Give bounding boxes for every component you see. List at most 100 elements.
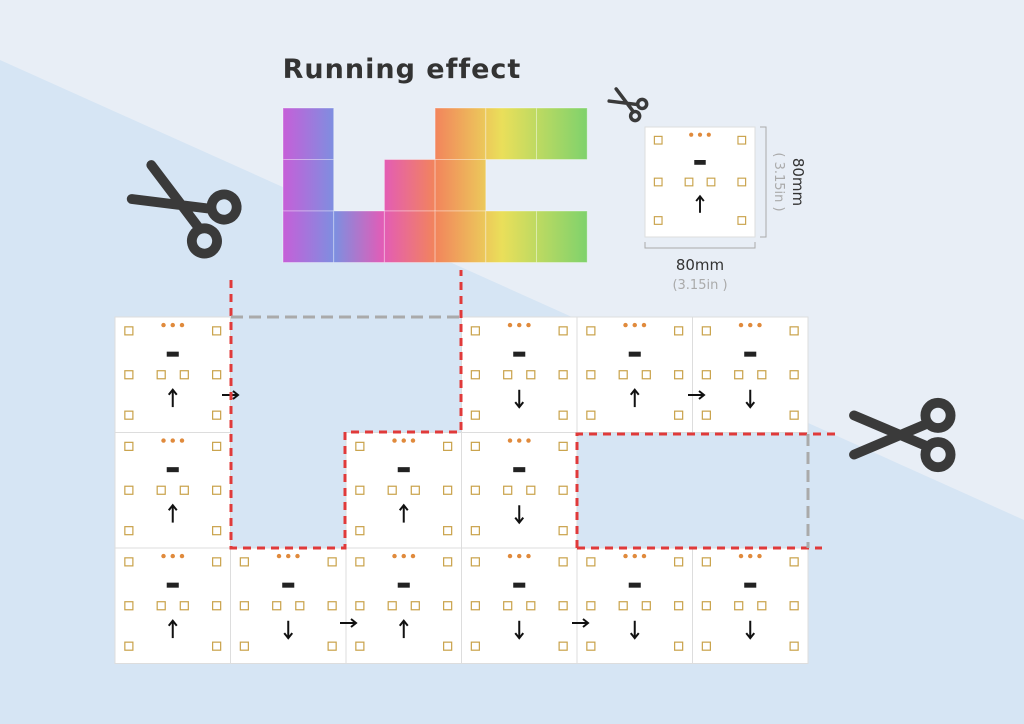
tile xyxy=(114,432,231,549)
chip xyxy=(744,582,757,588)
led xyxy=(124,485,134,495)
led xyxy=(212,485,222,495)
pad xyxy=(295,553,300,559)
led xyxy=(212,601,222,611)
colored-tile xyxy=(434,159,487,212)
chip xyxy=(744,351,757,357)
led xyxy=(212,641,222,651)
arrow-head xyxy=(167,619,178,627)
pad xyxy=(526,322,531,328)
led xyxy=(212,410,222,420)
pad xyxy=(410,553,416,559)
led xyxy=(124,557,134,567)
led xyxy=(387,485,397,495)
led xyxy=(327,557,337,567)
pad xyxy=(526,438,531,443)
arrow-head xyxy=(629,388,640,396)
led xyxy=(653,135,663,145)
led xyxy=(526,485,536,495)
led xyxy=(239,557,249,567)
led xyxy=(156,601,166,611)
led xyxy=(327,601,337,611)
width-bracket xyxy=(644,242,756,249)
led xyxy=(701,641,711,651)
scissors-icons xyxy=(126,87,956,473)
arrow-head xyxy=(514,516,525,525)
led xyxy=(789,641,799,651)
led xyxy=(586,410,596,420)
led xyxy=(212,370,222,380)
chip xyxy=(694,160,706,165)
pad xyxy=(286,553,291,559)
single-tile xyxy=(644,126,756,238)
led xyxy=(295,601,305,611)
scissors xyxy=(607,87,649,123)
pad xyxy=(507,553,513,559)
led xyxy=(503,370,513,380)
width-inch-label: (3.15in ) xyxy=(672,278,727,293)
pad xyxy=(757,322,762,328)
tile xyxy=(692,547,809,664)
led xyxy=(674,601,684,611)
led xyxy=(706,177,716,187)
led xyxy=(156,485,166,495)
pad xyxy=(392,438,397,443)
led xyxy=(789,557,799,567)
led xyxy=(789,601,799,611)
led xyxy=(443,557,453,567)
led xyxy=(443,601,453,611)
led xyxy=(586,370,596,380)
led xyxy=(641,370,651,380)
chip xyxy=(628,351,641,357)
led xyxy=(355,526,365,536)
led xyxy=(470,326,480,336)
arrow-head xyxy=(514,632,525,640)
pad xyxy=(526,553,531,559)
arrow-head xyxy=(167,503,178,511)
pad xyxy=(706,132,711,137)
led xyxy=(701,601,711,611)
led xyxy=(737,216,747,225)
led xyxy=(470,601,480,611)
led xyxy=(124,526,134,536)
led xyxy=(757,601,767,611)
title: Running effect xyxy=(283,54,522,85)
pad xyxy=(623,322,628,328)
led xyxy=(212,557,222,567)
pad xyxy=(507,322,513,328)
pad xyxy=(517,438,522,443)
led xyxy=(124,370,134,380)
led xyxy=(327,641,337,651)
pad xyxy=(179,322,185,328)
led xyxy=(674,410,684,420)
pad xyxy=(170,553,175,559)
led xyxy=(586,601,596,611)
cut-line xyxy=(575,432,835,548)
scissors xyxy=(849,397,956,473)
led xyxy=(674,370,684,380)
tile xyxy=(114,316,231,433)
tile xyxy=(345,547,462,664)
height-inch-label: ( 3.15in ) xyxy=(771,152,786,211)
led xyxy=(674,326,684,336)
flow-arrow-head xyxy=(698,390,706,400)
colored-tile xyxy=(485,210,537,263)
led xyxy=(701,410,711,420)
led xyxy=(272,601,282,611)
led xyxy=(558,410,568,420)
led xyxy=(387,601,397,611)
pad xyxy=(738,322,744,328)
pad xyxy=(410,438,416,443)
cut-lines xyxy=(229,270,835,550)
led xyxy=(618,601,628,611)
led xyxy=(701,370,711,380)
width-label: 80mm xyxy=(676,256,724,274)
led xyxy=(470,641,480,651)
pad xyxy=(641,322,647,328)
pad xyxy=(517,322,522,328)
pad xyxy=(641,553,647,559)
led xyxy=(355,601,365,611)
pad xyxy=(392,553,397,559)
pad xyxy=(401,553,406,559)
